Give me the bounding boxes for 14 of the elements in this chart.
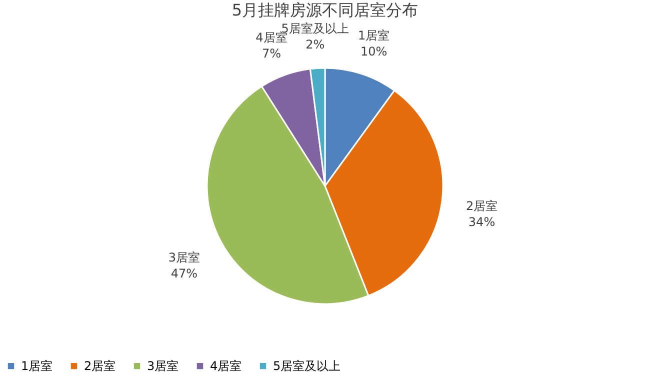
legend-label: 1居室: [21, 359, 53, 374]
slice-label: 2居室: [466, 198, 498, 213]
legend-label: 5居室及以上: [273, 359, 341, 374]
slice-label: 1居室: [358, 28, 390, 43]
data-label: 7%: [262, 46, 282, 60]
legend-label: 2居室: [84, 359, 116, 374]
slice-label: 3居室: [168, 250, 200, 265]
legend-label: 4居室: [210, 359, 242, 374]
legend-label: 3居室: [147, 359, 179, 374]
data-label: 2%: [306, 37, 325, 52]
chart-title: 5月挂牌房源不同居室分布: [232, 0, 418, 20]
data-label: 34%: [468, 214, 496, 229]
data-label: 10%: [360, 44, 388, 59]
data-label: 47%: [170, 266, 198, 281]
